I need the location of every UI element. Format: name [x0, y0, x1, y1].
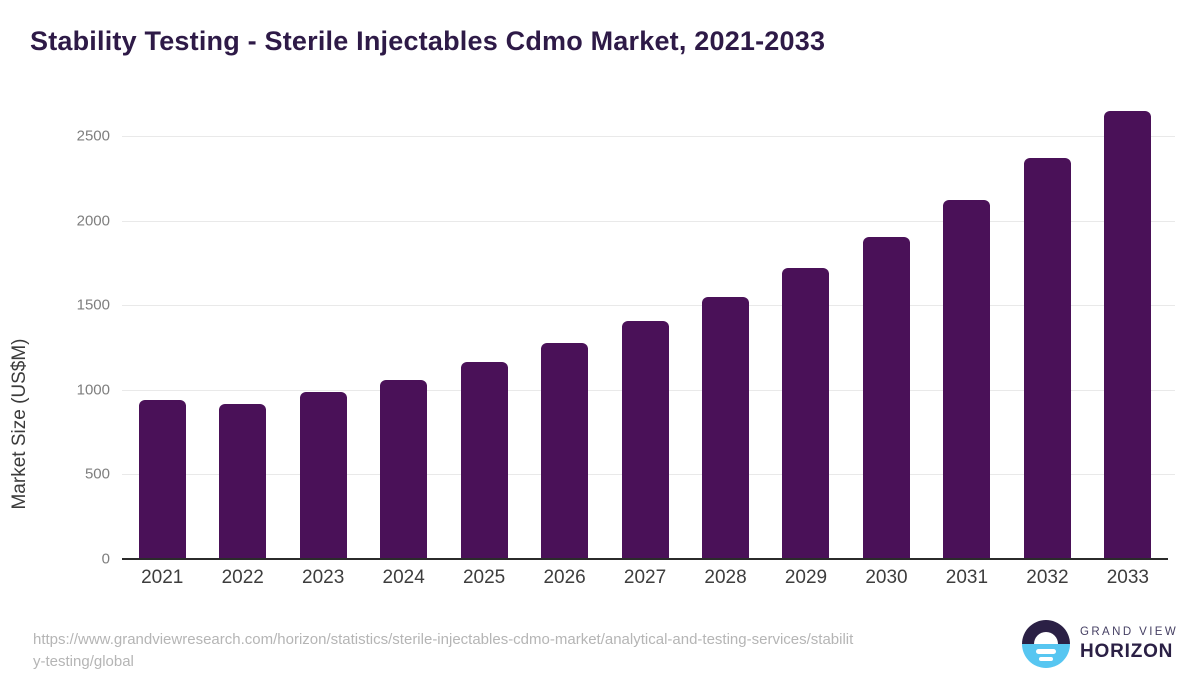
y-tick-label-1000: 1000	[76, 381, 110, 399]
bar-column-2023	[283, 392, 363, 559]
bar-column-2029	[766, 267, 846, 559]
gridline-2500	[122, 136, 1175, 137]
bar-2028	[702, 296, 750, 559]
logo-text: GRAND VIEW HORIZON	[1080, 626, 1178, 663]
y-tick-label-2000: 2000	[76, 212, 110, 230]
x-tick-label-2023: 2023	[302, 567, 345, 588]
bar-column-2026	[524, 343, 604, 559]
bar-column-2028	[685, 296, 765, 559]
source-url-line-1: https://www.grandviewresearch.com/horizo…	[33, 631, 854, 648]
bar-2024	[380, 379, 428, 559]
x-tick-label-2027: 2027	[623, 567, 667, 588]
gridline-1500	[122, 305, 1175, 307]
x-tick-label-2026: 2026	[543, 567, 586, 588]
bar-chart: Market Size (US$M) 0 500 1000 1500 2000 2500	[9, 96, 1175, 568]
bar-2026	[541, 343, 589, 559]
logo-sun-dome-icon	[1034, 632, 1058, 644]
x-tick-label-2025: 2025	[462, 567, 506, 588]
logo-reflection-bar-icon	[1039, 657, 1053, 661]
bar-2033	[1104, 111, 1152, 559]
y-tick-label-500: 500	[84, 465, 110, 483]
bar-column-2022	[202, 404, 282, 559]
gridline-2000	[122, 220, 1175, 222]
bar-column-2021	[122, 399, 202, 559]
x-tick-label-2021: 2021	[141, 567, 184, 588]
x-axis-labels: 2021 2022 2023 2024 2025 2026 2027 2028 2029 2030…	[122, 567, 1168, 589]
bar-2032	[1023, 158, 1071, 559]
grand-view-horizon-logo: GRAND VIEW HORIZON	[1022, 620, 1192, 668]
x-tick-label-2031: 2031	[945, 567, 989, 588]
bar-column-2024	[363, 379, 443, 559]
x-tick-label-2029: 2029	[784, 567, 828, 588]
x-tick-label-2032: 2032	[1026, 567, 1069, 588]
bar-column-2025	[444, 361, 524, 559]
bar-2027	[621, 321, 669, 559]
bar-2029	[782, 267, 830, 559]
x-tick-label-2033: 2033	[1106, 567, 1149, 588]
bar-2023	[299, 392, 347, 559]
y-tick-label-2500: 2500	[76, 127, 110, 145]
bars-row	[122, 96, 1168, 559]
x-tick-label-2022: 2022	[221, 567, 264, 588]
source-url: https://www.grandviewresearch.com/horizo…	[33, 629, 943, 673]
bar-column-2030	[846, 236, 926, 559]
bar-column-2031	[927, 200, 1007, 559]
x-tick-label-2024: 2024	[382, 567, 425, 588]
bar-2031	[943, 200, 991, 559]
bar-2021	[138, 399, 186, 559]
bar-2022	[219, 404, 267, 559]
y-tick-label-0: 0	[101, 550, 110, 568]
x-axis-line	[122, 558, 1168, 560]
bar-2025	[460, 361, 508, 559]
x-tick-label-2030: 2030	[865, 567, 908, 588]
y-axis-title: Market Size (US$M)	[0, 192, 40, 655]
page-title: Stability Testing - Sterile Injectables …	[30, 26, 826, 56]
source-url-line-2: y-testing/global	[33, 653, 134, 670]
bar-column-2033	[1088, 111, 1168, 559]
y-axis-title-label: Market Size (US$M)	[9, 337, 30, 510]
logo-name-text: HORIZON	[1080, 641, 1174, 662]
bar-column-2027	[605, 321, 685, 559]
y-tick-label-1500: 1500	[76, 296, 110, 314]
logo-brand-text: GRAND VIEW	[1080, 626, 1179, 638]
horizon-sun-logo-icon	[1022, 620, 1070, 668]
bar-column-2032	[1007, 158, 1087, 559]
bar-2030	[862, 236, 910, 559]
x-tick-label-2028: 2028	[704, 567, 747, 588]
logo-reflection-bar-icon	[1036, 649, 1056, 654]
